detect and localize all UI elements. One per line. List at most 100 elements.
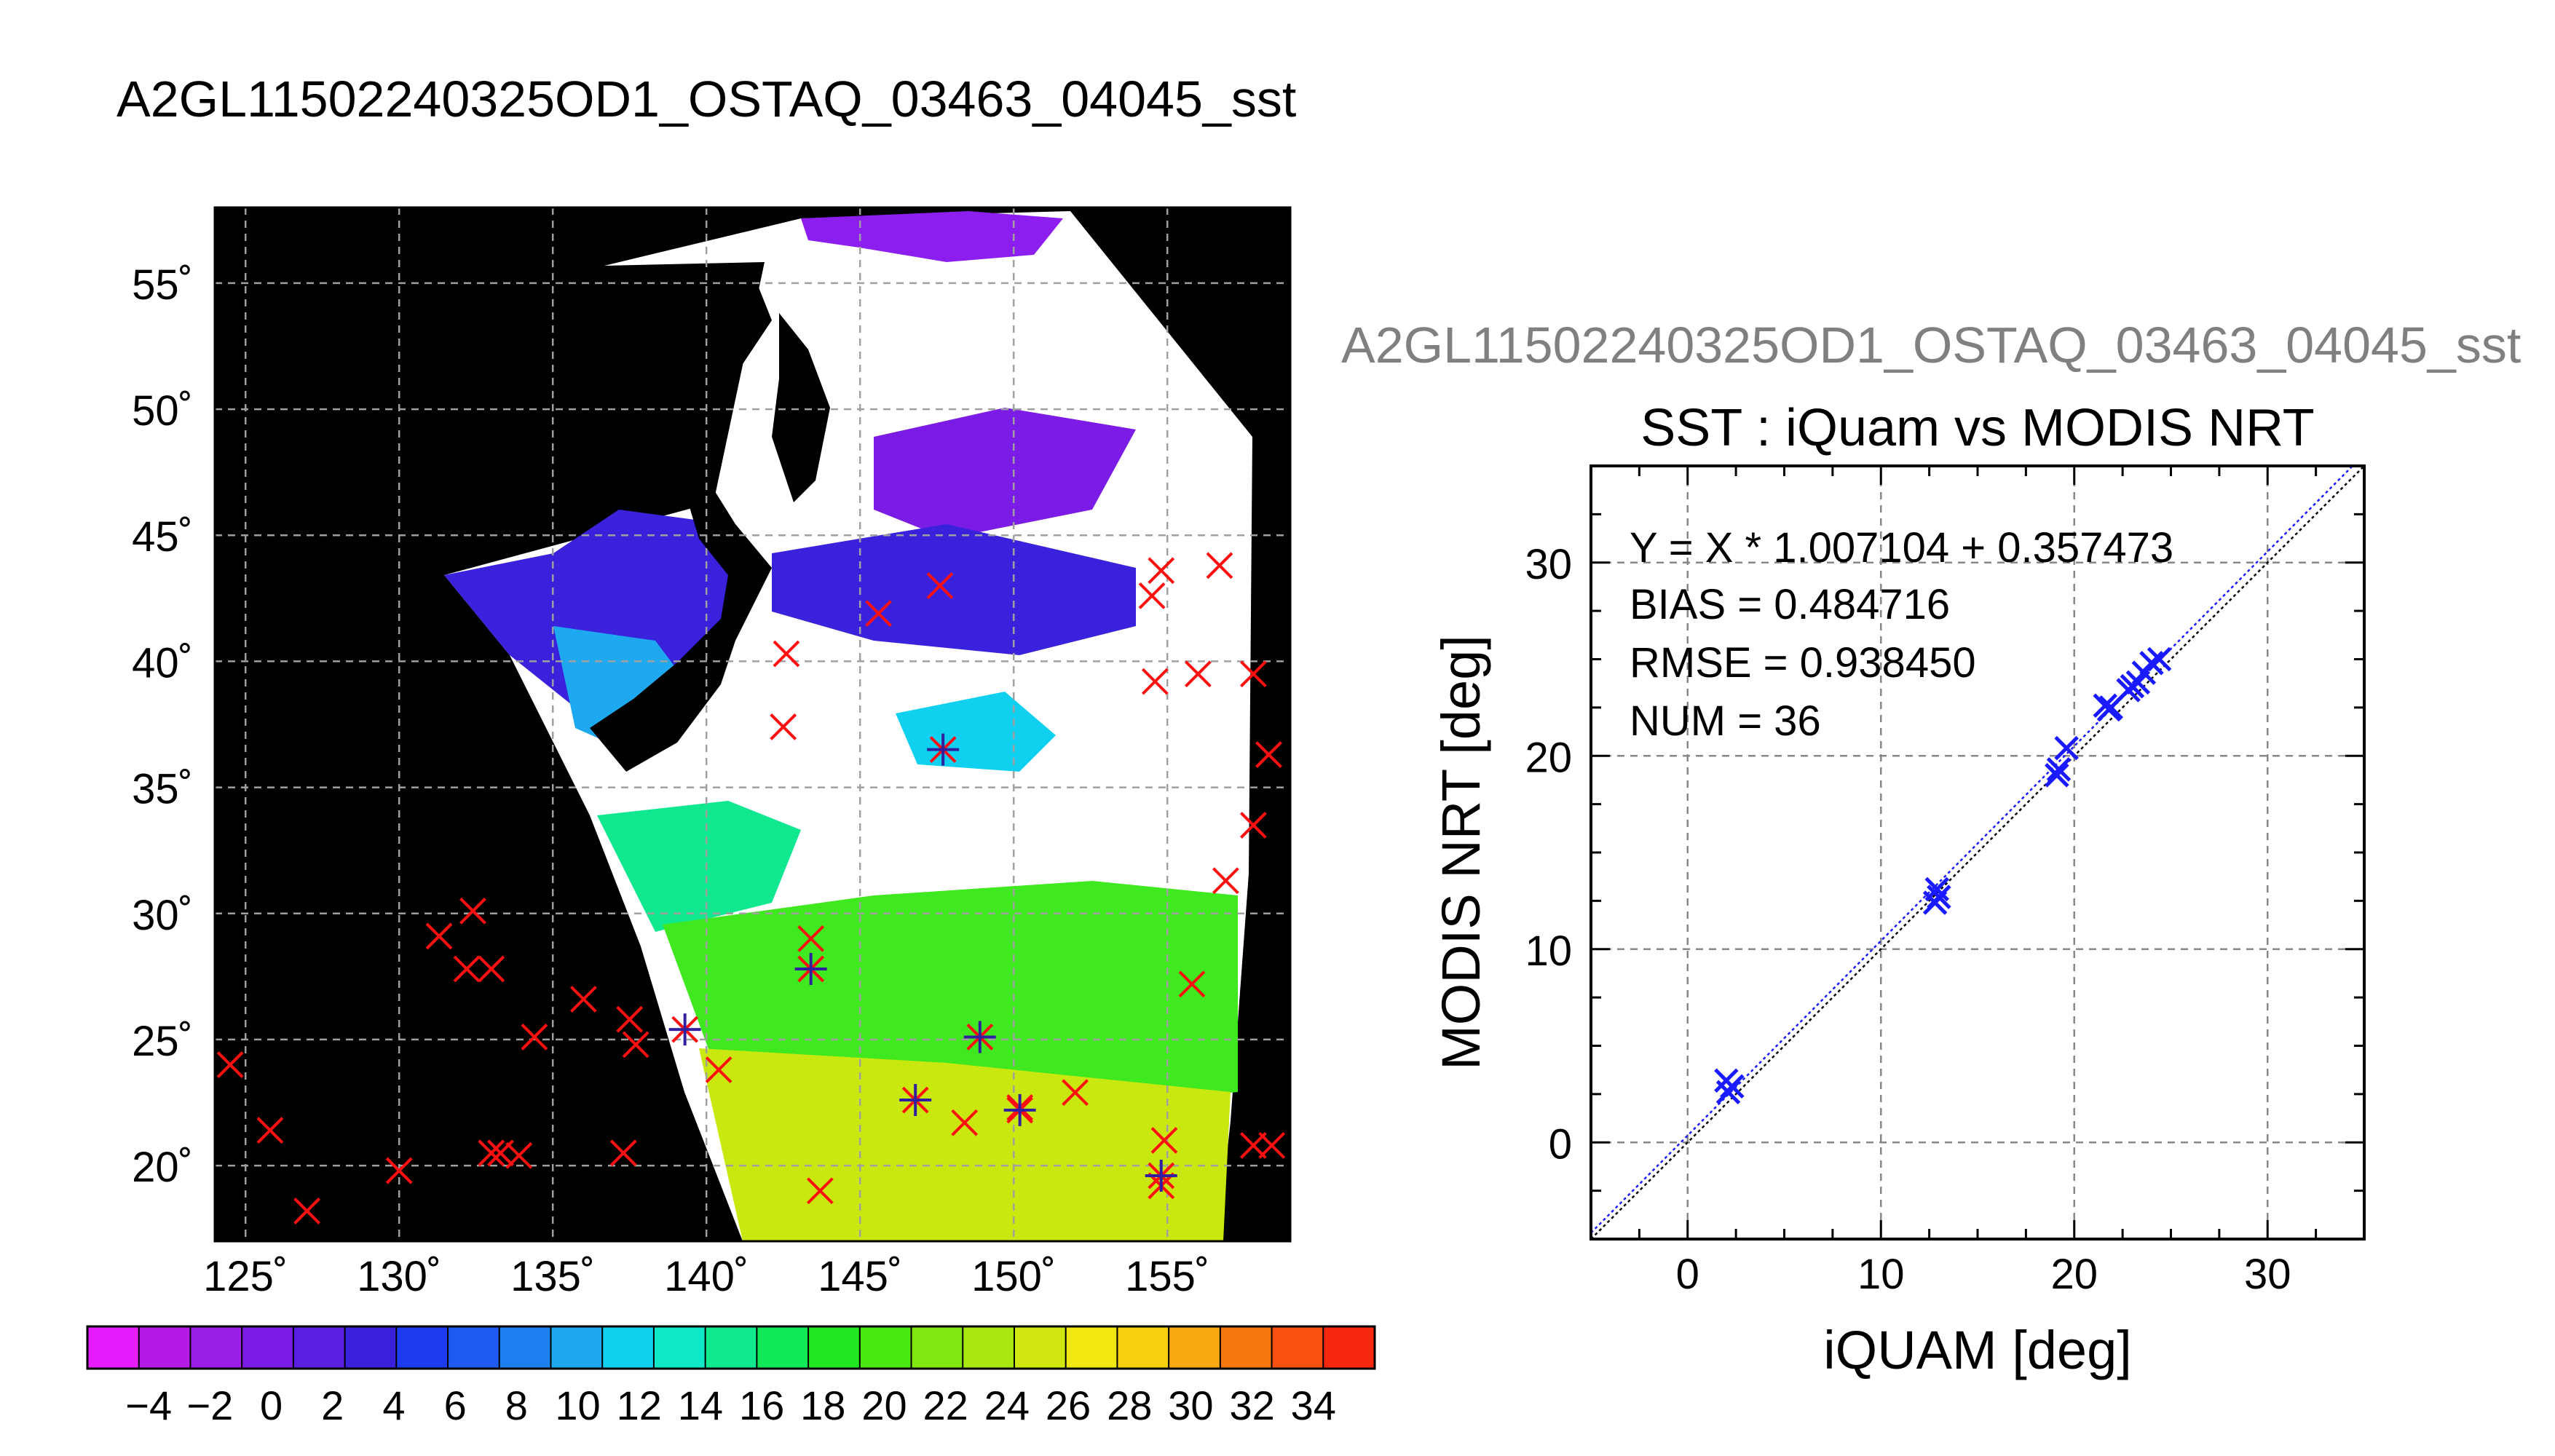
colorbar-label: −4 [125, 1382, 172, 1428]
iquam-point [773, 640, 800, 668]
colorbar-frame [86, 1325, 1376, 1370]
iquam-point-stroke-b [1184, 660, 1212, 688]
colorbar-cell [1014, 1326, 1067, 1369]
iquam-point [1148, 557, 1175, 585]
y-tick-label: 10 [1525, 927, 1572, 975]
iquam-point-stroke-b [256, 1117, 284, 1144]
colorbar-cell [293, 1326, 346, 1369]
colorbar-cell [757, 1326, 809, 1369]
scatter-points [1714, 646, 2172, 1104]
scatter-header-title: A2GL11502240325OD1_OSTAQ_03463_04045_sst [1341, 317, 2522, 373]
scatter-ticks: 0 10 20 30 0 10 20 30 [1525, 464, 2366, 1298]
lon-tick-label: 125˚ [203, 1253, 288, 1300]
iquam-point [1141, 668, 1169, 695]
iquam-point-stroke-b [926, 572, 954, 599]
lon-tick-label: 155˚ [1125, 1253, 1209, 1300]
lon-tick-labels: 125˚ 130˚ 135˚ 140˚ 145˚ 150˚ 155˚ [203, 1253, 1209, 1300]
regression-equation: Y = X * 1.007104 + 0.357473 [1630, 524, 2173, 571]
colorbar-cell [653, 1326, 706, 1369]
scatter-point [1927, 885, 1951, 909]
scatter-point [2139, 651, 2164, 676]
lat-tick-label: 40˚ [132, 639, 193, 687]
iquam-point-stroke-b [216, 1051, 244, 1078]
iquam-point-stroke-b [569, 986, 597, 1013]
iquam-point-stroke-b [1141, 668, 1169, 695]
lat-tick-label: 30˚ [132, 892, 193, 939]
iquam-point [385, 1157, 413, 1184]
lon-tick-label: 130˚ [357, 1253, 441, 1300]
iquam-point-stroke-b [1206, 552, 1233, 579]
colorbar-cell [448, 1326, 500, 1369]
scatter-point-stroke-b [2046, 757, 2072, 782]
iquam-point [951, 1109, 979, 1136]
lon-tick-label: 150˚ [971, 1253, 1056, 1300]
lat-tick-label: 45˚ [132, 513, 193, 561]
sst-region-tropical [699, 1048, 1231, 1241]
iquam-point-stroke-b [478, 1139, 505, 1167]
colorbar-label: 4 [382, 1382, 405, 1428]
scatter-point-stroke-b [1927, 885, 1951, 909]
iquam-point [770, 713, 797, 740]
map-grid [215, 207, 1290, 1241]
colorbar-label: 2 [321, 1382, 344, 1428]
sst-region-kuril [772, 524, 1136, 655]
iquam-point-stroke-b [521, 1024, 548, 1051]
iquam-point-stroke-b [1212, 867, 1239, 895]
colorbar-cell [963, 1326, 1015, 1369]
iquam-point [806, 1177, 834, 1205]
scatter-point [2045, 763, 2069, 788]
num-text: NUM = 36 [1630, 697, 1821, 745]
iquam-point-stroke-b [1255, 741, 1282, 768]
colorbar-label: 6 [444, 1382, 467, 1428]
iquam-point [216, 1051, 244, 1078]
colorbar-cell [808, 1326, 861, 1369]
scatter-point [2046, 757, 2072, 782]
lat-tick-label: 20˚ [132, 1144, 193, 1191]
scatter-annotations: Y = X * 1.007104 + 0.357473 BIAS = 0.484… [1630, 524, 2173, 745]
iquam-point-stroke-b [425, 922, 453, 950]
scatter-point-stroke-b [2147, 646, 2172, 672]
iquam-point-stroke-b [773, 640, 800, 668]
iquam-point [459, 897, 486, 925]
map-points [216, 552, 1286, 1224]
colorbar-cell [859, 1326, 912, 1369]
iquam-point [1239, 660, 1267, 688]
iquam-point-stroke-b [806, 1177, 834, 1205]
iquam-point [1138, 582, 1166, 609]
colorbar-label: 10 [555, 1382, 600, 1428]
scatter-point-stroke-b [2139, 651, 2164, 676]
one-to-one-line [1591, 466, 2364, 1239]
iquam-point-stroke-b [1062, 1079, 1089, 1107]
colorbar-cell [1169, 1326, 1221, 1369]
iquam-point [569, 986, 597, 1013]
iquam-point [1150, 1127, 1178, 1154]
iquam-point-stroke-b [616, 1005, 644, 1033]
iquam-point-stroke-b [770, 713, 797, 740]
iquam-point-stroke-b [459, 897, 486, 925]
iquam-point [521, 1024, 548, 1051]
y-tick-label: 20 [1525, 734, 1572, 781]
scatter-point-stroke-b [1720, 1074, 1745, 1099]
colorbar-cell [344, 1326, 397, 1369]
iquam-point-stroke-b [1258, 1131, 1286, 1159]
scatter-plot: SST : iQuam vs MODIS NRT 0 10 20 300102030 … [1431, 399, 2366, 1380]
iquam-point [1184, 660, 1212, 688]
scatter-frame [1590, 464, 2366, 1241]
iquam-point-stroke-b [865, 600, 892, 628]
iquam-point [505, 1142, 533, 1169]
colorbar-label: −2 [186, 1382, 233, 1428]
iquam-point [865, 600, 892, 628]
colorbar-cell [602, 1326, 655, 1369]
colorbar-cell [1117, 1326, 1169, 1369]
colorbar-label: 22 [923, 1382, 968, 1428]
lon-tick-label: 145˚ [818, 1253, 902, 1300]
colorbar-cell [499, 1326, 551, 1369]
iquam-point-stroke-b [1148, 557, 1175, 585]
colorbar-label: 26 [1046, 1382, 1091, 1428]
iquam-point [622, 1031, 649, 1059]
iquam-point [1206, 552, 1233, 579]
iquam-point [1062, 1079, 1089, 1107]
iquam-point-stroke-b [1239, 812, 1267, 839]
lat-tick-label: 55˚ [132, 261, 193, 309]
iquam-point-stroke-b [1239, 660, 1267, 688]
